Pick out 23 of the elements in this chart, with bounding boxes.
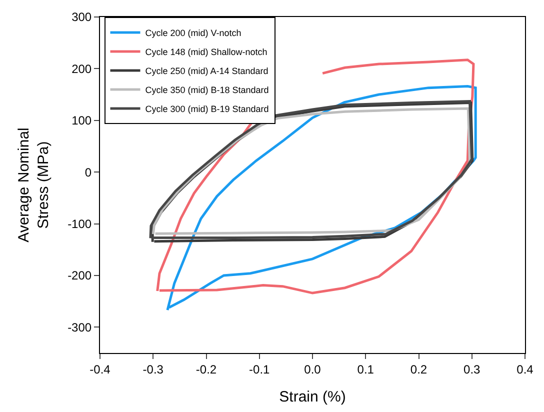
- x-tick-label: 0.1: [357, 362, 374, 376]
- x-tick-label: -0.2: [196, 362, 217, 376]
- x-tick-label: 0.4: [516, 362, 534, 376]
- x-tick-label: -0.3: [142, 362, 164, 376]
- y-tick-label: 200: [72, 62, 92, 76]
- y-tick-label: -300: [68, 320, 92, 334]
- x-tick-label: 0.2: [410, 362, 428, 376]
- y-tick-label: -100: [68, 216, 92, 231]
- legend-label: Cycle 300 (mid) B-19 Standard: [145, 104, 269, 114]
- legend-label: Cycle 350 (mid) B-18 Standard: [145, 85, 269, 96]
- y-tick-label: -200: [68, 268, 92, 283]
- y-tick-label: 300: [72, 10, 92, 24]
- x-tick-label: 0.3: [464, 362, 481, 376]
- x-tick-label: -0.4: [90, 362, 111, 376]
- y-axis-title: Average Nominal Stress (MPa): [15, 128, 52, 242]
- y-tick-label: 100: [72, 114, 92, 128]
- y-tick-label: 0: [84, 165, 92, 180]
- x-tick-label: 0.0: [304, 362, 322, 376]
- legend-label: Cycle 148 (mid) Shallow-notch: [145, 47, 268, 58]
- legend-label: Cycle 250 (mid) A-14 Standard: [145, 66, 268, 76]
- x-tick-label: -0.1: [249, 362, 270, 376]
- legend-label: Cycle 200 (mid) V-notch: [145, 28, 242, 38]
- x-axis-title: Strain (%): [279, 388, 346, 406]
